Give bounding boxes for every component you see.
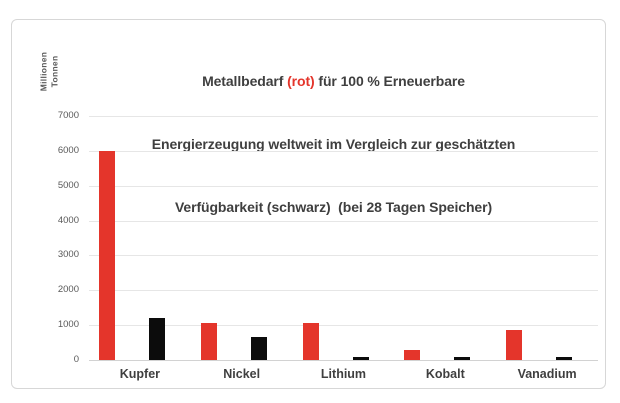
gridline-5000 bbox=[89, 185, 598, 187]
plot-area: 0 1000 2000 3000 4000 5000 6000 7000 Kupfer Nicke… bbox=[12, 20, 605, 388]
chart-title-line1-pre: Metallbedarf bbox=[202, 73, 288, 89]
chart-card: Millionen Tonnen Metallbedarf (rot) für 1… bbox=[11, 19, 606, 389]
gridline-3000 bbox=[89, 255, 598, 257]
bar-metallbedarf-vanadium bbox=[506, 330, 523, 360]
bar-verfügbarkeit-lithium bbox=[352, 356, 369, 360]
bar-metallbedarf-lithium bbox=[302, 323, 319, 360]
bar-metallbedarf-kupfer bbox=[98, 150, 115, 360]
category-label-nickel: Nickel bbox=[223, 367, 261, 381]
category-label-lithium: Lithium bbox=[320, 367, 367, 381]
y-tick-label-5000: 5000 bbox=[57, 179, 79, 191]
gridline-2000 bbox=[89, 290, 598, 292]
bar-metallbedarf-nickel bbox=[200, 323, 217, 360]
category-label-vanadium: Vanadium bbox=[517, 367, 577, 381]
y-tick-label-4000: 4000 bbox=[57, 214, 79, 226]
category-label-kupfer: Kupfer bbox=[119, 367, 161, 381]
y-tick-label-2000: 2000 bbox=[57, 284, 79, 296]
gridline-7000 bbox=[89, 116, 598, 117]
y-tick-label-0: 0 bbox=[73, 354, 79, 365]
bar-verfügbarkeit-nickel bbox=[250, 337, 267, 360]
bar-metallbedarf-kobalt bbox=[404, 350, 421, 360]
chart-title-line1: Metallbedarf (rot) für 100 % Erneuerbare bbox=[74, 71, 593, 92]
y-tick-label-6000: 6000 bbox=[57, 144, 79, 156]
chart-title-line2: Energierzeugung weltweit im Vergleich zu… bbox=[151, 136, 516, 152]
gridline-1000 bbox=[89, 325, 598, 327]
gridline-4000 bbox=[89, 220, 598, 222]
gridline-0 bbox=[89, 360, 598, 361]
y-tick-label-1000: 1000 bbox=[57, 319, 79, 331]
chart-title: Metallbedarf (rot) für 100 % Erneuerbare… bbox=[74, 29, 593, 260]
category-label-kobalt: Kobalt bbox=[425, 367, 465, 381]
chart-title-line1-highlight: (rot) bbox=[287, 73, 315, 89]
bar-verfügbarkeit-vanadium bbox=[556, 356, 573, 360]
bar-verfügbarkeit-kobalt bbox=[454, 357, 471, 360]
y-tick-label-3000: 3000 bbox=[57, 249, 79, 261]
chart-title-line3: Verfügbarkeit (schwarz) (bei 28 Tagen Sp… bbox=[174, 199, 493, 215]
gridline-6000 bbox=[89, 150, 598, 152]
chart-title-line1-post: für 100 % Erneuerbare bbox=[314, 73, 465, 89]
bar-verfügbarkeit-kupfer bbox=[148, 318, 165, 360]
y-tick-label-7000: 7000 bbox=[57, 110, 79, 121]
